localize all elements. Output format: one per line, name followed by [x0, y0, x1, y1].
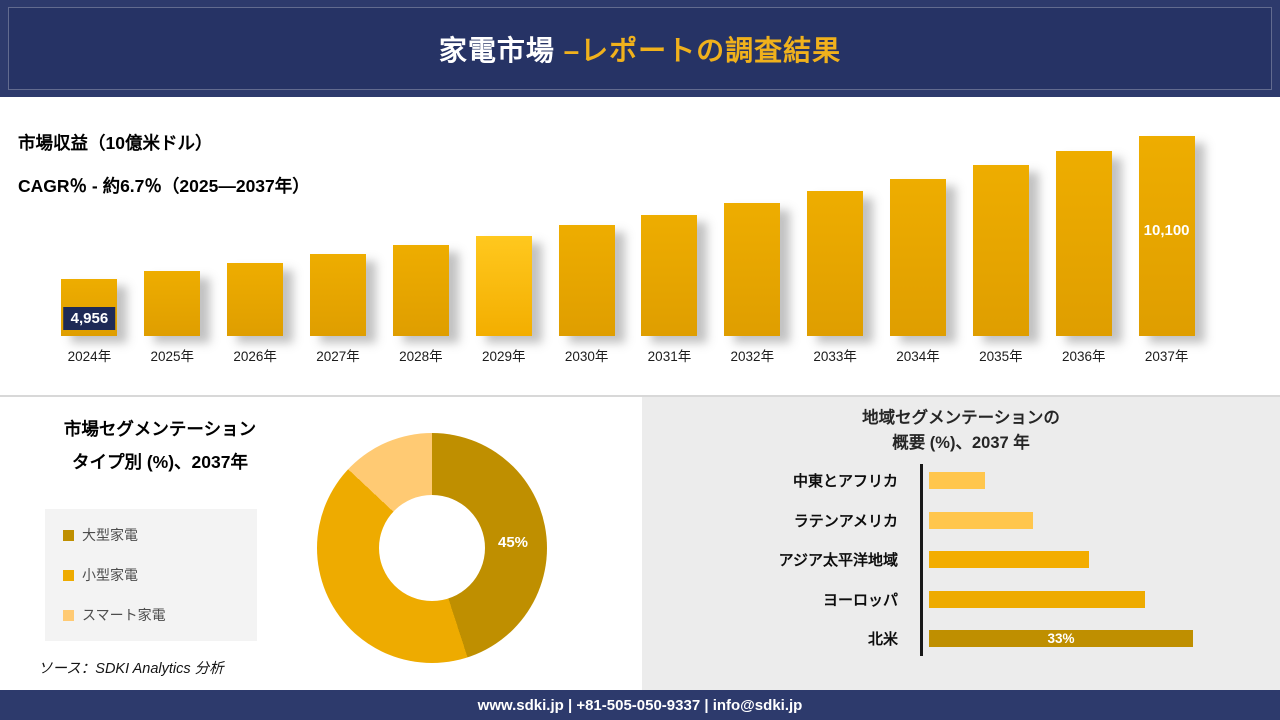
bar-column-2029年: 2029年 [462, 236, 545, 365]
page-title-main: 家電市場 [438, 34, 564, 66]
x-axis-label: 2025年 [150, 349, 195, 364]
x-axis-label: 2027年 [316, 349, 360, 364]
legend-label: 大型家電 [82, 527, 138, 543]
revenue-bar: 4,956 [61, 279, 118, 336]
x-axis-label: 2033年 [813, 349, 857, 364]
x-axis-label: 2030年 [564, 349, 609, 364]
bar-column-2034年: 2034年 [877, 179, 960, 365]
legend-item-2: 小型家電 [63, 565, 239, 585]
source-note: ソース：SDKI Analytics 分析 [38, 661, 224, 677]
legend-item-1: 大型家電 [63, 525, 239, 545]
bar-column-2028年: 2028年 [379, 245, 462, 365]
revenue-bar [724, 203, 781, 336]
region-row-ヨーロッパ: ヨーロッパ [650, 580, 1272, 620]
x-axis-label: 2034年 [896, 349, 940, 364]
x-axis-label: 2032年 [730, 349, 775, 364]
region-label: 北米 [867, 631, 898, 649]
region-row-北米: 北米 33% [650, 619, 1272, 659]
region-bar [929, 590, 1145, 608]
revenue-bar: 10,100 [1138, 136, 1195, 336]
donut-slice-label: 45% [498, 534, 529, 551]
page-title: 家電市場 –レポートの調査結果 [439, 29, 841, 69]
axis-line [920, 464, 923, 656]
region-bar [929, 472, 985, 490]
region-row-中東とアフリカ: 中東とアフリカ [650, 461, 1272, 501]
bar-value-label: 10,100 [1143, 222, 1190, 239]
x-axis-label: 2026年 [233, 349, 277, 364]
x-axis-label: 2024年 [67, 349, 112, 364]
bar-column-2027年: 2027年 [297, 254, 380, 365]
revenue-axis-title: 市場収益（10億米ドル） [18, 133, 213, 153]
x-axis-label: 2028年 [399, 349, 443, 364]
regional-title-line1: 地域セグメンテーションの [862, 409, 1060, 427]
x-axis-label: 2029年 [481, 349, 526, 364]
region-bar-value-label: 33% [1047, 631, 1075, 647]
bar-column-2032年: 2032年 [711, 203, 794, 365]
legend-label: 小型家電 [82, 567, 138, 583]
segmentation-legend: 大型家電小型家電スマート家電 [45, 509, 257, 641]
type-segmentation-section: 市場セグメンテーション タイプ別 (%)、2037年 大型家電小型家電スマート家… [0, 397, 640, 690]
x-axis-label: 2031年 [647, 349, 692, 364]
revenue-bar [310, 254, 366, 336]
legend-item-3: スマート家電 [63, 605, 239, 625]
regional-segmentation-section: 地域セグメンテーションの 概要 (%)、2037 年 中東とアフリカ ラテンアメリ… [642, 397, 1280, 690]
revenue-bar [558, 225, 615, 336]
bar-column-2024年: 4,956 2024年 [48, 279, 131, 365]
revenue-bar [1055, 151, 1112, 336]
revenue-bar [890, 179, 947, 336]
bar-column-2031年: 2031年 [628, 215, 711, 365]
revenue-bar [227, 263, 284, 336]
region-bar [929, 511, 1033, 529]
revenue-chart-section: 市場収益（10億米ドル） CAGR％ - 約6.7％（2025―2037年） 4… [0, 97, 1280, 395]
legend-label: スマート家電 [82, 607, 166, 623]
region-row-ラテンアメリカ: ラテンアメリカ [650, 501, 1272, 541]
revenue-bar-chart: 4,956 2024年 2025年 2026年 2027年 2028年 2029年 2030年… [48, 127, 1208, 365]
revenue-bar [392, 245, 449, 336]
revenue-bar [807, 191, 864, 336]
bar-column-2036年: 2036年 [1042, 151, 1125, 365]
bar-value-label: 4,956 [63, 307, 116, 330]
revenue-bar [144, 271, 201, 336]
bar-column-2025年: 2025年 [131, 271, 214, 365]
footer-banner: www.sdki.jp | +81-505-050-9337 | info@sd… [0, 690, 1280, 720]
revenue-bar [972, 165, 1029, 336]
revenue-bar [641, 215, 698, 336]
region-label: ヨーロッパ [822, 591, 898, 609]
section-divider [0, 395, 1280, 397]
bar-column-2030年: 2030年 [545, 225, 628, 365]
revenue-cagr-label: CAGR％ - 約6.7％（2025―2037年） [18, 176, 310, 196]
regional-title-line2: 概要 (%)、2037 年 [892, 434, 1030, 452]
page-title-accent: –レポートの調査結果 [563, 34, 842, 66]
bar-column-2033年: 2033年 [794, 191, 877, 365]
segmentation-title: 市場セグメンテーション タイプ別 (%)、2037年 [28, 413, 292, 479]
x-axis-label: 2036年 [1061, 349, 1106, 364]
regional-title: 地域セグメンテーションの 概要 (%)、2037 年 [642, 397, 1280, 456]
region-label: アジア太平洋地域 [778, 552, 898, 570]
header-banner: 家電市場 –レポートの調査結果 [0, 0, 1280, 97]
region-bar: 33% [929, 630, 1193, 648]
legend-swatch [63, 609, 74, 621]
x-axis-label: 2035年 [979, 349, 1023, 364]
regional-bar-chart: 中東とアフリカ ラテンアメリカアジア太平洋地域ヨーロッパ北米 33% [650, 461, 1272, 659]
bar-column-2037年: 10,100 2037年 [1125, 136, 1208, 365]
legend-swatch [63, 569, 74, 581]
region-label: ラテンアメリカ [793, 512, 898, 530]
region-row-アジア太平洋地域: アジア太平洋地域 [650, 540, 1272, 580]
donut-hole [379, 495, 485, 601]
x-axis-label: 2037年 [1144, 349, 1189, 364]
region-label: 中東とアフリカ [792, 473, 898, 491]
segmentation-title-line1: 市場セグメンテーション [63, 419, 257, 439]
segmentation-title-line2: タイプ別 (%)、2037年 [71, 452, 248, 472]
revenue-bar [475, 236, 532, 336]
bar-column-2026年: 2026年 [214, 263, 297, 365]
region-bar [929, 551, 1089, 569]
bar-column-2035年: 2035年 [959, 165, 1042, 365]
legend-swatch [63, 529, 74, 541]
footer-contact-text: www.sdki.jp | +81-505-050-9337 | info@sd… [477, 696, 803, 714]
header-inner-frame: 家電市場 –レポートの調査結果 [8, 7, 1272, 90]
type-donut-chart: 45% [317, 433, 547, 663]
